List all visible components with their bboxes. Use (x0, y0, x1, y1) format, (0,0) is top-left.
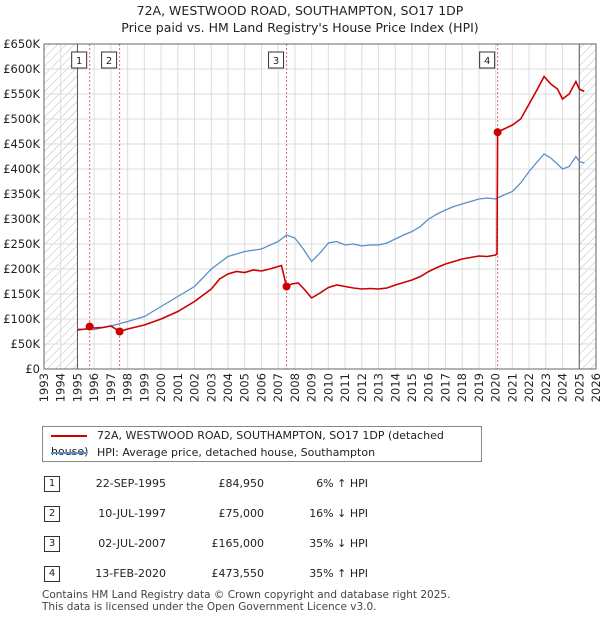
x-tick-label: 2013 (372, 373, 386, 402)
x-tick-label: 2020 (489, 373, 503, 402)
sale-number: 4 (44, 566, 60, 582)
sale-point (85, 322, 94, 331)
sale-number: 3 (44, 536, 60, 552)
x-tick-label: 2015 (405, 373, 419, 402)
x-tick-label: 2026 (589, 373, 600, 402)
footer: Contains HM Land Registry data © Crown c… (42, 589, 450, 613)
x-tick-label: 2000 (154, 373, 168, 402)
sale-hpi-change: 16% ↓ HPI (309, 507, 368, 520)
chart-title: 72A, WESTWOOD ROAD, SOUTHAMPTON, SO17 1D… (136, 3, 464, 18)
sale-label-text: 1 (76, 56, 82, 67)
x-tick-label: 2006 (254, 373, 268, 402)
x-tick-label: 1997 (104, 373, 118, 402)
y-tick-label: £200K (3, 262, 40, 276)
y-tick-label: £650K (3, 37, 40, 51)
x-tick-label: 2018 (455, 373, 469, 402)
x-tick-label: 2009 (305, 373, 319, 402)
x-tick-label: 2021 (505, 373, 519, 402)
sale-label-text: 3 (273, 56, 279, 67)
sale-date: 13-FEB-2020 (95, 567, 166, 580)
hatched-region (579, 44, 596, 369)
sale-hpi-change: 6% ↑ HPI (316, 477, 368, 490)
y-tick-label: £550K (3, 87, 40, 101)
x-tick-label: 2004 (221, 373, 235, 402)
y-tick-label: £350K (3, 187, 40, 201)
sale-date: 22-SEP-1995 (95, 477, 166, 490)
x-tick-label: 2010 (321, 373, 335, 402)
sale-price: £165,000 (211, 537, 265, 550)
legend-item-hpi: HPI: Average price, detached house, Sout… (51, 445, 375, 461)
legend-label-hpi: HPI: Average price, detached house, Sout… (97, 446, 376, 459)
sale-point (115, 327, 124, 336)
x-tick-label: 2014 (388, 373, 402, 402)
sale-price: £473,550 (211, 567, 265, 580)
hpi-line (77, 153, 585, 331)
sale-hpi-change: 35% ↑ HPI (309, 567, 368, 580)
sale-point (282, 282, 291, 291)
x-tick-label: 2024 (556, 373, 570, 402)
sale-label-text: 4 (484, 56, 490, 67)
sale-label-box (479, 51, 496, 69)
chart-subtitle: Price paid vs. HM Land Registry's House … (121, 20, 479, 35)
y-tick-label: £150K (3, 287, 40, 301)
legend-swatch-property (51, 435, 87, 437)
sale-date: 10-JUL-1997 (98, 507, 166, 520)
x-tick-label: 2011 (338, 373, 352, 402)
x-tick-label: 1993 (37, 373, 51, 402)
y-tick-label: £300K (3, 212, 40, 226)
x-tick-label: 2007 (271, 373, 285, 402)
sale-price: £75,000 (218, 507, 265, 520)
plot-area (44, 44, 596, 369)
x-tick-label: 1999 (137, 373, 151, 402)
x-tick-label: 1998 (121, 373, 135, 402)
x-tick-label: 2003 (204, 373, 218, 402)
x-tick-label: 2008 (288, 373, 302, 402)
y-tick-label: £450K (3, 137, 40, 151)
sale-label-box (71, 51, 88, 69)
x-tick-label: 1994 (54, 373, 68, 402)
sale-row: 3 02-JUL-2007 £165,000 35% ↓ HPI (42, 534, 442, 554)
sale-label-text: 2 (106, 56, 112, 67)
y-tick-label: £500K (3, 112, 40, 126)
property-price-line (77, 75, 585, 333)
sale-row: 4 13-FEB-2020 £473,550 35% ↑ HPI (42, 564, 442, 584)
sale-hpi-change: 35% ↓ HPI (309, 537, 368, 550)
x-tick-label: 2012 (355, 373, 369, 402)
y-tick-label: £0 (25, 362, 40, 376)
x-tick-label: 2023 (539, 373, 553, 402)
sale-point (493, 128, 502, 137)
x-tick-label: 2022 (522, 373, 536, 402)
sale-price: £84,950 (218, 477, 265, 490)
sale-number: 2 (44, 506, 60, 522)
chart-title-block: 72A, WESTWOOD ROAD, SOUTHAMPTON, SO17 1D… (0, 2, 600, 36)
legend-item-property: 72A, WESTWOOD ROAD, SOUTHAMPTON, SO17 1D… (51, 428, 481, 458)
x-tick-label: 2005 (238, 373, 252, 402)
x-tick-label: 2025 (572, 373, 586, 402)
sale-label-box (268, 51, 285, 69)
legend-swatch-hpi (51, 452, 87, 454)
legend: 72A, WESTWOOD ROAD, SOUTHAMPTON, SO17 1D… (42, 426, 482, 462)
plot-frame (43, 43, 597, 370)
sale-label-box (101, 51, 118, 69)
x-tick-label: 2017 (438, 373, 452, 402)
y-tick-label: £250K (3, 237, 40, 251)
y-tick-label: £100K (3, 312, 40, 326)
x-tick-label: 2001 (171, 373, 185, 402)
sale-date: 02-JUL-2007 (98, 537, 166, 550)
x-tick-label: 2002 (188, 373, 202, 402)
y-tick-label: £50K (11, 337, 41, 351)
x-tick-label: 2016 (422, 373, 436, 402)
price-chart: 1 2 3 4 £0 £50K £100K £150K £200K £250K £300K £350K… (3, 37, 600, 402)
x-tick-label: 1995 (70, 373, 84, 402)
sale-row: 1 22-SEP-1995 £84,950 6% ↑ HPI (42, 474, 442, 494)
footer-licence: This data is licensed under the Open Gov… (42, 601, 377, 613)
legend-label-property: 72A, WESTWOOD ROAD, SOUTHAMPTON, SO17 1D… (51, 429, 444, 458)
x-tick-label: 2019 (472, 373, 486, 402)
sale-row: 2 10-JUL-1997 £75,000 16% ↓ HPI (42, 504, 442, 524)
y-tick-label: £400K (3, 162, 40, 176)
x-tick-label: 1996 (87, 373, 101, 402)
footer-copyright: Contains HM Land Registry data © Crown c… (42, 589, 451, 601)
y-tick-label: £600K (3, 62, 40, 76)
sale-number: 1 (44, 476, 60, 492)
